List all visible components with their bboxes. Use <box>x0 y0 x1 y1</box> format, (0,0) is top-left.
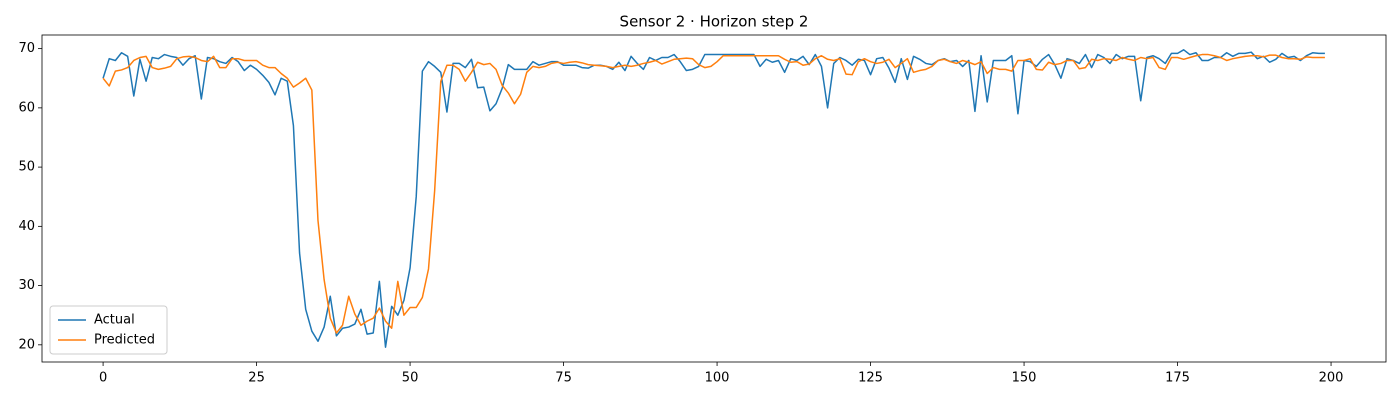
x-tick-label: 25 <box>248 371 265 386</box>
x-tick-label: 150 <box>1012 371 1037 386</box>
y-tick-label: 40 <box>18 219 35 234</box>
legend: Actual Predicted <box>49 305 168 355</box>
y-tick-label: 60 <box>18 100 35 115</box>
x-tick-label: 175 <box>1165 371 1190 386</box>
chart-title: Sensor 2 · Horizon step 2 <box>620 13 809 31</box>
legend-label: Actual <box>94 313 135 328</box>
x-tick-label: 200 <box>1319 371 1344 386</box>
y-tick-label: 70 <box>18 41 35 56</box>
legend-box <box>49 305 168 355</box>
legend-label: Predicted <box>94 333 155 348</box>
x-tick-label: 125 <box>858 371 883 386</box>
plot-frame <box>41 34 1387 363</box>
series-line <box>102 53 1325 334</box>
x-tick-label: 100 <box>705 371 730 386</box>
y-tick-label: 30 <box>18 278 35 293</box>
x-tick-label: 75 <box>555 371 572 386</box>
y-tick-label: 50 <box>18 160 35 175</box>
y-tick-label: 20 <box>18 337 35 352</box>
x-tick-label: 0 <box>99 371 107 386</box>
x-tick-label: 50 <box>402 371 419 386</box>
